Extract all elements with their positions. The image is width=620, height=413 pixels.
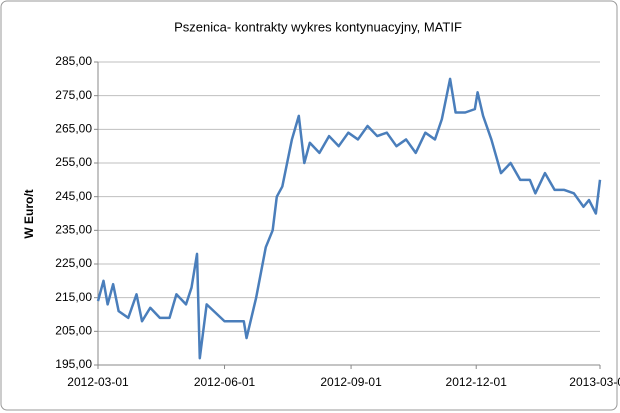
- x-tick-label: 2012-12-01: [446, 375, 508, 389]
- y-tick-label: 205,00: [55, 324, 92, 338]
- data-line: [96, 77, 602, 360]
- y-tick-label: 225,00: [55, 256, 92, 270]
- y-tick-label: 275,00: [55, 88, 92, 102]
- y-tick-label: 265,00: [55, 122, 92, 136]
- y-tick-label: 235,00: [55, 223, 92, 237]
- y-tick-label: 245,00: [55, 189, 92, 203]
- y-tick-label: 215,00: [55, 290, 92, 304]
- y-tick-label: 195,00: [55, 357, 92, 371]
- y-tick-label: 285,00: [55, 54, 92, 68]
- x-tick-label: 2012-06-01: [194, 375, 256, 389]
- x-tick-label: 2012-09-01: [320, 375, 382, 389]
- y-tick-label: 255,00: [55, 155, 92, 169]
- x-tick-label: 2013-03-01: [569, 375, 620, 389]
- chart-title: Pszenica- kontrakty wykres kontynuacyjny…: [174, 19, 462, 34]
- x-tick-label: 2012-03-01: [67, 375, 129, 389]
- y-axis-label: W Euro/t: [22, 189, 36, 238]
